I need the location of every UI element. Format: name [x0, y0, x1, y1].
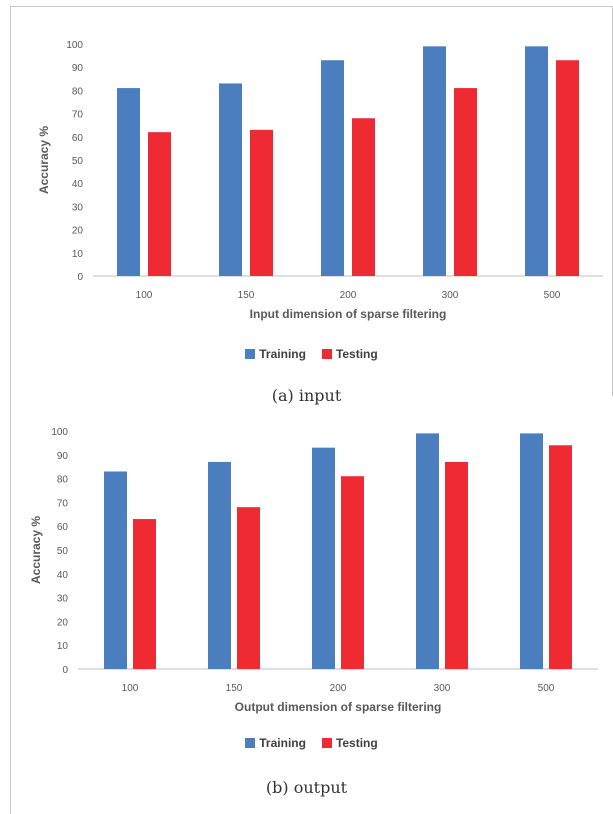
- y-tick-label: 80: [57, 475, 69, 486]
- y-tick-label: 100: [51, 427, 68, 438]
- testing-swatch: [321, 349, 332, 359]
- y-tick-label: 70: [57, 498, 69, 509]
- bar-training-100: [117, 88, 140, 276]
- y-tick-label: 90: [57, 451, 69, 462]
- x-axis-title: Input dimension of sparse filtering: [250, 307, 447, 321]
- bar-testing-100: [133, 519, 156, 669]
- chart-panel-output: 0 10 20 30 40 50 60 70 80 90 100 100 150 200 300 500 Out…: [10, 412, 613, 769]
- legend-item-training: Training: [245, 736, 306, 750]
- legend: Training Testing: [10, 736, 613, 750]
- bar-training-200: [312, 447, 335, 669]
- legend-label-testing: Testing: [335, 347, 378, 361]
- legend-label-testing: Testing: [335, 736, 378, 750]
- bar-testing-500: [556, 60, 579, 276]
- bar-training-200: [321, 60, 344, 276]
- x-tick-label: 200: [330, 683, 347, 694]
- bar-training-100: [104, 471, 127, 669]
- x-tick-label: 500: [538, 683, 555, 694]
- bar-training-150: [208, 461, 231, 669]
- figure-border-top: [10, 6, 613, 7]
- y-tick-label: 50: [57, 546, 69, 557]
- x-tick-label: 100: [136, 290, 153, 301]
- chart-panel-input: 0 10 20 30 40 50 60 70 80 90 100 100 150 200 300 500 Inp…: [10, 7, 613, 382]
- y-tick-label: 20: [57, 617, 69, 628]
- bar-testing-150: [250, 129, 273, 276]
- legend-item-training: Training: [245, 347, 306, 361]
- y-tick-label: 0: [62, 665, 68, 676]
- y-tick-label: 90: [72, 63, 84, 74]
- y-tick-label: 40: [57, 570, 69, 581]
- y-tick-label: 60: [72, 133, 84, 144]
- y-axis-title: Accuracy %: [29, 516, 43, 584]
- bar-testing-300: [445, 461, 468, 669]
- legend: Training Testing: [10, 347, 613, 361]
- bar-testing-300: [454, 88, 477, 276]
- x-tick-label: 100: [122, 683, 139, 694]
- y-tick-label: 10: [57, 641, 69, 652]
- legend-label-training: Training: [259, 347, 306, 361]
- bar-chart-input: 0 10 20 30 40 50 60 70 80 90 100 100 150 200 300 500 Inp…: [37, 40, 603, 321]
- bar-training-300: [423, 46, 446, 276]
- x-tick-label: 300: [442, 290, 459, 301]
- x-tick-label: 150: [226, 683, 243, 694]
- figure-caption-a: (a) input: [271, 386, 342, 405]
- legend-item-testing: Testing: [321, 736, 378, 750]
- bar-training-500: [525, 46, 548, 276]
- bar-testing-200: [352, 118, 375, 277]
- bar-testing-100: [148, 132, 171, 276]
- x-axis-title: Output dimension of sparse filtering: [235, 700, 442, 714]
- figure-caption-b: (b) output: [265, 778, 348, 797]
- y-tick-label: 30: [72, 202, 84, 213]
- bar-training-300: [416, 433, 439, 669]
- y-axis-title: Accuracy %: [37, 126, 51, 194]
- x-tick-label: 200: [340, 290, 357, 301]
- x-tick-label: 150: [238, 290, 255, 301]
- y-tick-label: 100: [66, 40, 83, 51]
- bar-testing-150: [237, 507, 260, 669]
- y-tick-label: 80: [72, 86, 84, 97]
- y-tick-label: 10: [72, 249, 84, 260]
- training-swatch: [245, 738, 256, 748]
- legend-label-training: Training: [259, 736, 306, 750]
- bar-chart-output: 0 10 20 30 40 50 60 70 80 90 100 100 150 200 300 500 Out…: [29, 427, 598, 714]
- testing-swatch: [321, 738, 332, 748]
- y-tick-label: 0: [77, 272, 83, 283]
- y-tick-label: 20: [72, 226, 84, 237]
- bar-testing-200: [341, 476, 364, 669]
- figure-border-left: [10, 6, 11, 814]
- x-tick-label: 500: [544, 290, 561, 301]
- y-tick-label: 60: [57, 522, 69, 533]
- x-tick-label: 300: [434, 683, 451, 694]
- y-tick-label: 40: [72, 179, 84, 190]
- bar-training-150: [219, 83, 242, 276]
- y-tick-label: 70: [72, 110, 84, 121]
- y-tick-label: 50: [72, 156, 84, 167]
- bar-training-500: [520, 433, 543, 669]
- y-tick-label: 30: [57, 594, 69, 605]
- legend-item-testing: Testing: [321, 347, 378, 361]
- training-swatch: [245, 349, 256, 359]
- bar-testing-500: [549, 445, 572, 669]
